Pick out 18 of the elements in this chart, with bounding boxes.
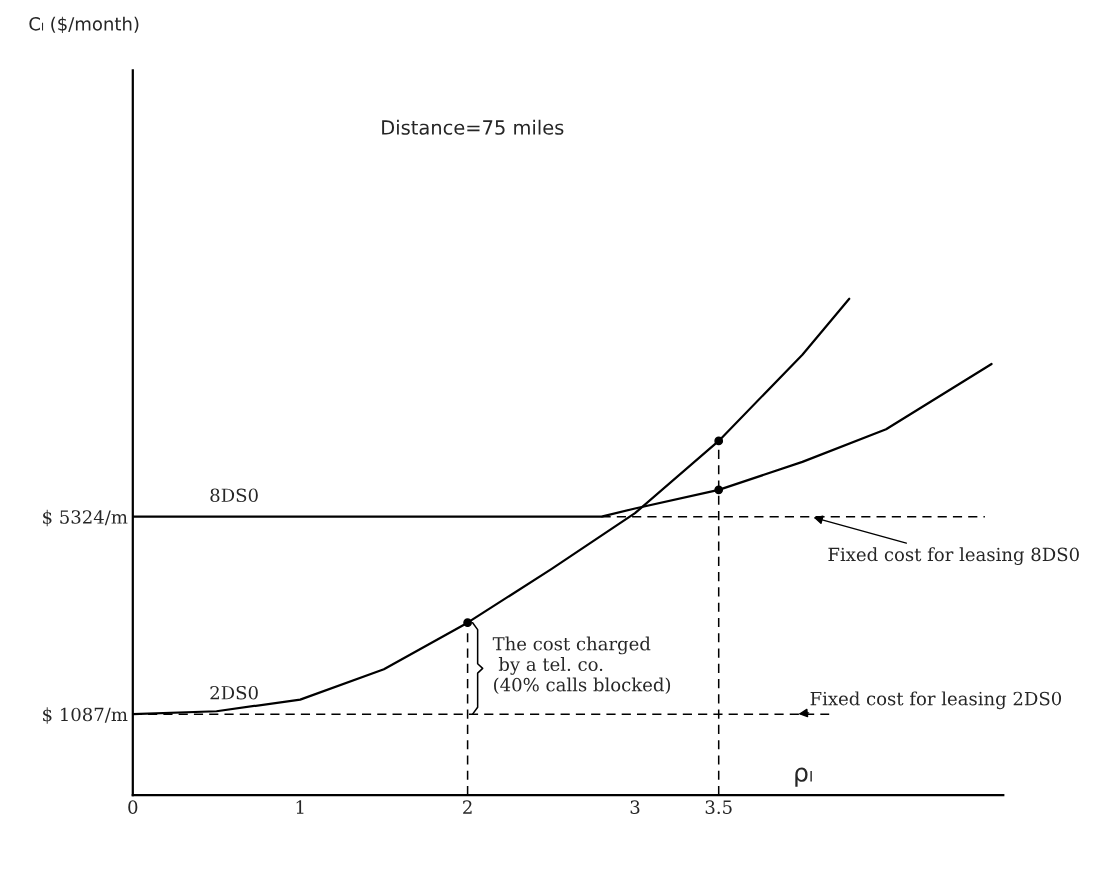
series-label: 2DS0 — [210, 685, 258, 700]
annotation: The cost charged by a tel. co. (40% calls blocked) — [492, 636, 671, 695]
point — [714, 485, 724, 495]
point — [463, 618, 472, 628]
x-tick-label: 2 — [463, 800, 472, 814]
x-axis-title: ρₗ — [795, 767, 812, 787]
y-tick-label: $ 5324/m — [43, 509, 128, 527]
x-tick-label: 3.5 — [705, 800, 732, 814]
x-tick-label: 1 — [296, 800, 304, 814]
series-label: 8DS0 — [210, 488, 258, 503]
text: Distance=75 miles — [382, 119, 564, 135]
x-tick-label: 0 — [128, 800, 138, 814]
annotation: Fixed cost for leasing 8DS0 — [828, 547, 1079, 565]
y-axis-title: Cₗ ($/month) — [29, 16, 139, 34]
y-tick-label: $ 1087/m — [43, 707, 128, 724]
annotation: Fixed cost for leasing 2DS0 — [810, 691, 1062, 710]
x-tick-label: 3 — [630, 800, 640, 814]
point — [714, 436, 724, 446]
